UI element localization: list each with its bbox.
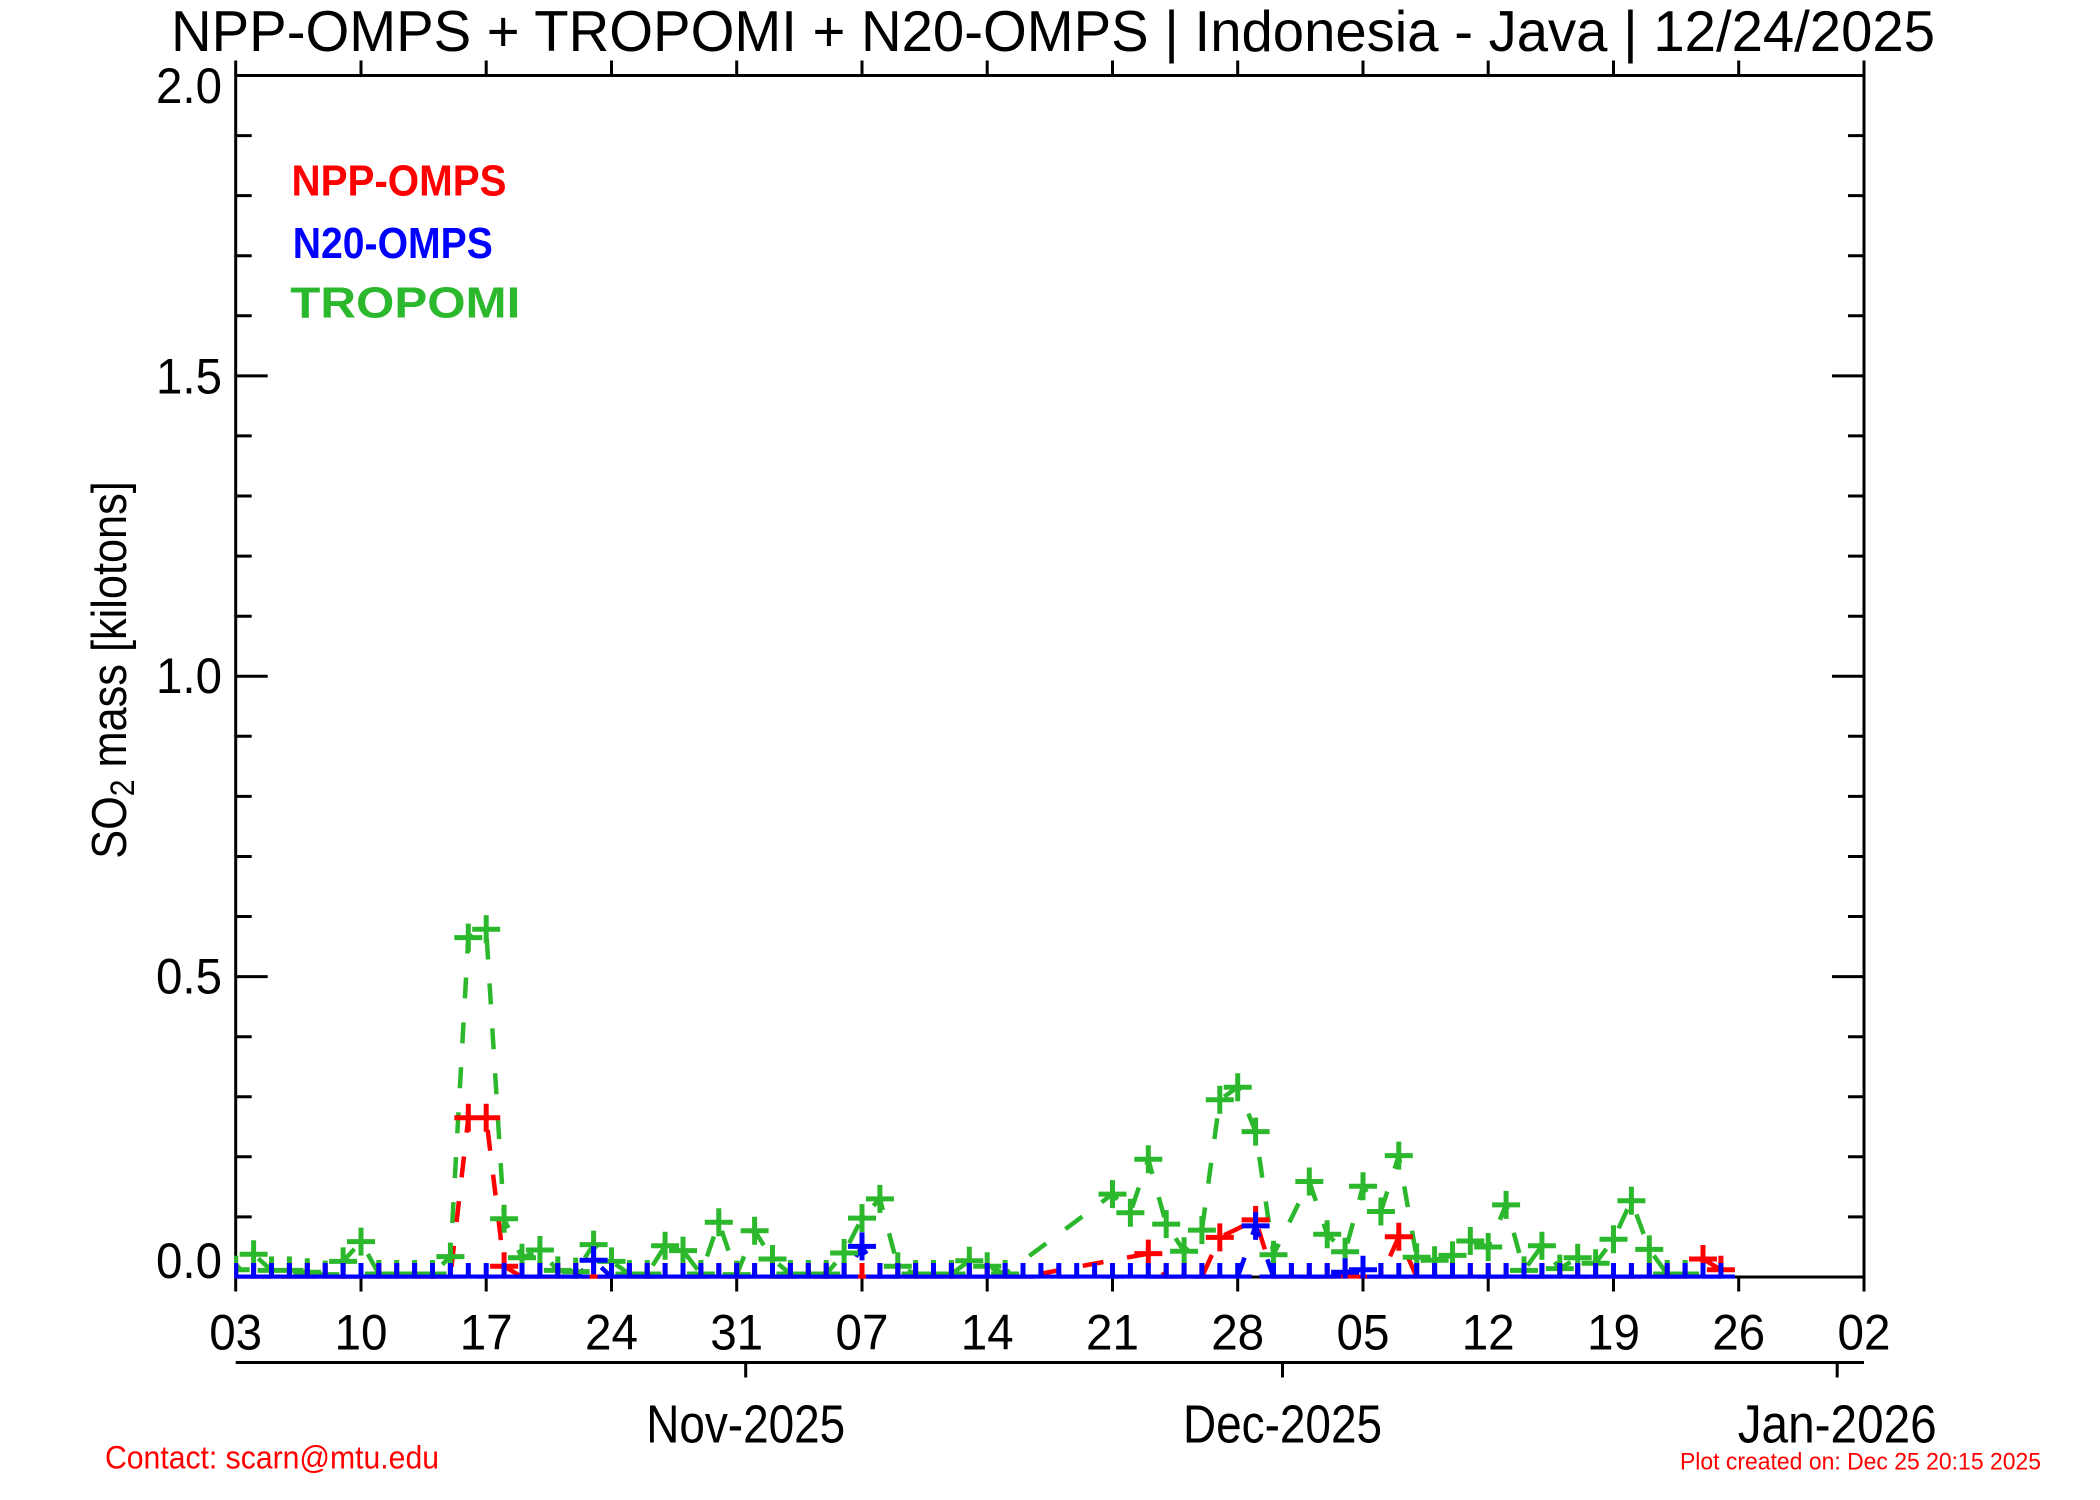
- svg-text:1.5: 1.5: [156, 348, 222, 404]
- svg-text:03: 03: [209, 1305, 262, 1361]
- svg-text:07: 07: [836, 1305, 889, 1361]
- svg-text:NPP-OMPS + TROPOMI + N20-OMPS: NPP-OMPS + TROPOMI + N20-OMPS | Indonesi…: [171, 0, 1935, 64]
- svg-text:17: 17: [460, 1305, 513, 1361]
- svg-text:0.5: 0.5: [156, 949, 222, 1005]
- svg-text:Nov-2025: Nov-2025: [646, 1396, 845, 1455]
- svg-text:Plot created on: Dec 25 20:15: Plot created on: Dec 25 20:15 2025: [1680, 1448, 2041, 1475]
- svg-text:05: 05: [1337, 1305, 1390, 1361]
- svg-text:0.0: 0.0: [156, 1233, 222, 1289]
- svg-text:26: 26: [1712, 1305, 1765, 1361]
- svg-text:TROPOMI: TROPOMI: [290, 279, 520, 327]
- svg-text:12: 12: [1462, 1305, 1515, 1361]
- svg-text:31: 31: [710, 1305, 763, 1361]
- svg-text:N20-OMPS: N20-OMPS: [293, 220, 493, 268]
- svg-text:28: 28: [1211, 1305, 1264, 1361]
- svg-text:SO2 mass [kilotons]: SO2 mass [kilotons]: [83, 481, 142, 859]
- svg-text:Dec-2025: Dec-2025: [1183, 1396, 1382, 1455]
- svg-text:02: 02: [1838, 1305, 1891, 1361]
- svg-text:NPP-OMPS: NPP-OMPS: [292, 158, 507, 206]
- svg-text:14: 14: [961, 1305, 1014, 1361]
- svg-text:10: 10: [335, 1305, 388, 1361]
- svg-text:2.0: 2.0: [156, 58, 222, 114]
- svg-text:21: 21: [1086, 1305, 1139, 1361]
- svg-text:Jan-2026: Jan-2026: [1738, 1396, 1937, 1455]
- svg-text:Contact: scarn@mtu.edu: Contact: scarn@mtu.edu: [105, 1440, 439, 1476]
- svg-text:1.0: 1.0: [156, 648, 222, 704]
- svg-text:24: 24: [585, 1305, 638, 1361]
- svg-text:19: 19: [1587, 1305, 1640, 1361]
